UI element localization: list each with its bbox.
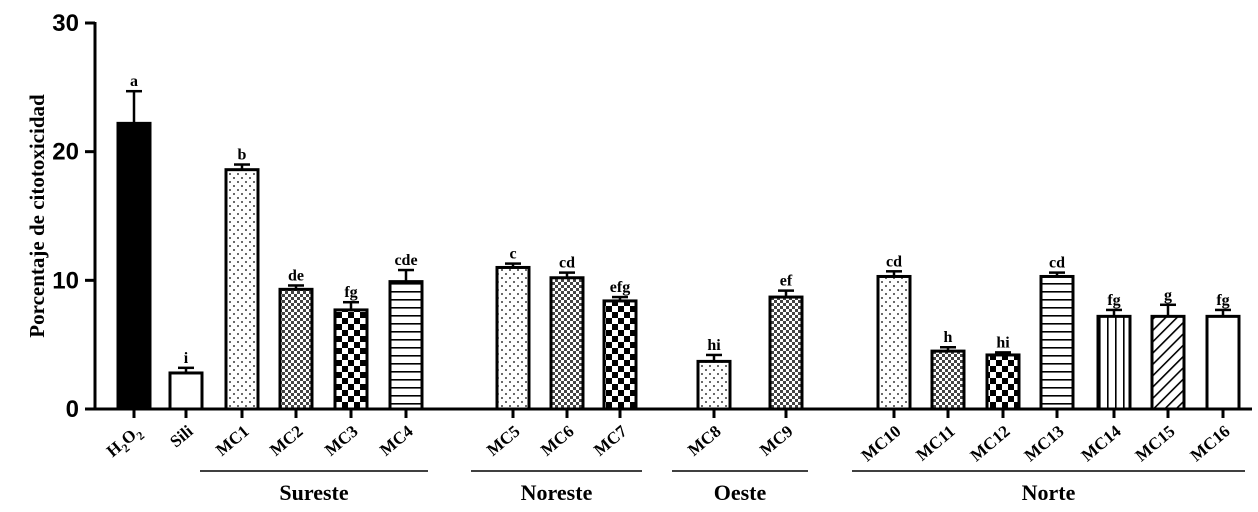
significance-label: c <box>509 246 516 263</box>
x-tick-label: MC6 <box>537 422 577 460</box>
significance-label: i <box>184 350 189 367</box>
y-axis: 0 10 20 30 <box>52 10 97 423</box>
x-tick-label: MC4 <box>376 421 417 460</box>
bar-mc5 <box>495 265 531 411</box>
significance-label: cd <box>886 253 902 270</box>
significance-label: de <box>288 267 304 284</box>
x-tick-label: MC5 <box>483 422 523 460</box>
bar-mc13 <box>1039 274 1075 411</box>
group-labels: Sureste Noreste Oeste Norte <box>200 470 1245 505</box>
bar-mc12 <box>985 353 1021 411</box>
x-tick-label: MC12 <box>967 422 1014 466</box>
x-tick-label: Sili <box>166 421 197 451</box>
bar-mc4 <box>388 280 424 411</box>
y-tick-label: 0 <box>66 396 79 423</box>
bar-mc6 <box>549 276 585 411</box>
y-tick-label: 30 <box>52 10 79 37</box>
bar-mc1 <box>224 168 260 411</box>
x-tick-label: MC15 <box>1132 422 1179 466</box>
significance-label: g <box>1164 287 1172 304</box>
x-axis: H2O2 Sili MC1 MC2 MC3 MC4 MC5 MC6 MC7 MC8 MC9 MC10 M… <box>94 407 1252 466</box>
bar-mc10 <box>876 274 912 411</box>
significance-label: b <box>238 147 247 164</box>
bar-h2o2 <box>116 121 152 411</box>
bar-sili <box>168 371 204 411</box>
bar-mc8 <box>696 359 732 411</box>
significance-label: hi <box>707 337 721 354</box>
x-tick-label: MC9 <box>756 422 796 460</box>
significance-label: hi <box>996 334 1010 351</box>
significance-label: cde <box>394 252 417 269</box>
group-label-norte: Norte <box>1022 480 1076 505</box>
bar-mc9 <box>768 295 804 411</box>
x-tick-label: MC14 <box>1078 421 1125 465</box>
significance-label: fg <box>1107 292 1120 309</box>
x-tick-label: MC13 <box>1021 422 1068 466</box>
group-label-oeste: Oeste <box>714 480 767 505</box>
x-tick-label: MC11 <box>912 422 958 465</box>
bar-mc2 <box>278 287 314 411</box>
y-tick-label: 20 <box>52 139 79 166</box>
significance-label: ef <box>780 273 793 290</box>
significance-label: efg <box>610 279 630 296</box>
group-label-noreste: Noreste <box>521 480 593 505</box>
x-tick-label: MC2 <box>266 422 306 460</box>
bar-mc11 <box>930 349 966 411</box>
bar-mc7 <box>602 299 638 411</box>
significance-label: a <box>130 73 138 90</box>
significance-label: h <box>944 329 953 346</box>
bar-mc3 <box>333 308 369 411</box>
group-label-sureste: Sureste <box>279 480 348 505</box>
x-tick-label: MC10 <box>858 422 905 466</box>
significance-label: cd <box>559 255 575 272</box>
y-tick-label: 10 <box>52 267 79 294</box>
bars: a i b de fg cde c cd efg hi ef cd h hi cd fg g fg <box>116 73 1241 411</box>
significance-label: fg <box>344 284 357 301</box>
bar-mc15 <box>1150 314 1186 411</box>
x-tick-label: MC1 <box>212 422 252 460</box>
bar-mc16 <box>1205 314 1241 411</box>
bar-mc14 <box>1096 314 1132 411</box>
y-axis-label: Porcentaje de citotoxicidad <box>25 94 49 338</box>
x-tick-label: MC16 <box>1187 422 1234 466</box>
x-tick-label: MC8 <box>684 422 724 460</box>
x-tick-label: MC7 <box>590 421 631 460</box>
x-tick-label: H2O2 <box>103 422 147 464</box>
x-tick-label: MC3 <box>321 422 361 460</box>
significance-label: fg <box>1216 292 1229 309</box>
significance-label: cd <box>1049 255 1065 272</box>
